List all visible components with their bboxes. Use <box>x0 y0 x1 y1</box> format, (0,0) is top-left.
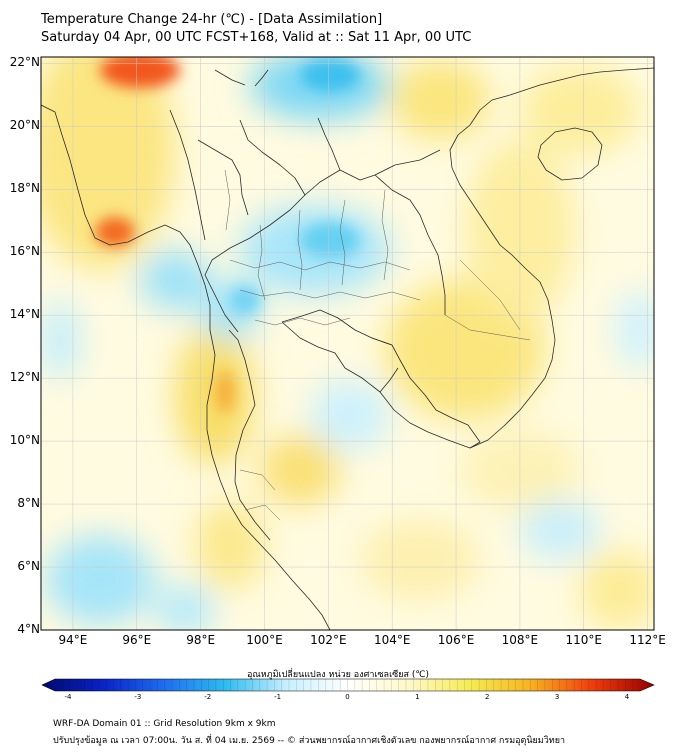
map-title: Temperature Change 24-hr (℃) - [Data Ass… <box>41 12 383 27</box>
lon-label: 98°E <box>186 633 216 647</box>
colorbar-title: อุณหภูมิเปลี่ยนแปลง หน่วย องศาเซลเซียส (… <box>246 670 430 680</box>
lon-label: 112°E <box>629 633 666 647</box>
lon-label: 100°E <box>246 633 283 647</box>
lat-label: 12°N <box>9 370 40 385</box>
temperature-field <box>41 57 654 630</box>
lon-label: 96°E <box>122 633 152 647</box>
lat-label: 6°N <box>17 559 40 574</box>
lat-label: 18°N <box>9 181 40 196</box>
provincial-borders <box>224 169 531 521</box>
lon-label: 94°E <box>58 633 88 647</box>
colorbar-tick-label: -4 <box>64 693 72 701</box>
lon-label: 106°E <box>437 633 475 647</box>
lat-label: 4°N <box>17 622 40 636</box>
map-frame <box>40 56 655 631</box>
lat-label: 10°N <box>9 433 40 448</box>
colorbar-tick-label: 1 <box>415 693 420 701</box>
colorbar <box>41 678 655 692</box>
colorbar-tick-label: 4 <box>624 693 630 701</box>
colorbar-tick-label: 3 <box>554 693 560 701</box>
coastlines-and-borders <box>41 67 654 630</box>
lat-label: 16°N <box>9 244 40 259</box>
colorbar-tick-label: -2 <box>204 693 212 701</box>
lon-label: 102°E <box>310 633 347 647</box>
lat-label: 20°N <box>9 118 40 133</box>
lat-label: 8°N <box>17 496 40 511</box>
colorbar-tick-label: 0 <box>345 693 350 701</box>
lat-label: 22°N <box>9 55 40 70</box>
colorbar-tick-label: 2 <box>485 693 490 701</box>
footer-credit: ปรับปรุงข้อมูล ณ เวลา 07:00น. วัน ส. ที่… <box>53 736 566 746</box>
map-subtitle: Saturday 04 Apr, 00 UTC FCST+168, Valid … <box>41 30 472 45</box>
lat-label: 14°N <box>9 307 40 322</box>
lon-label: 110°E <box>565 633 603 647</box>
footer-model-info: WRF-DA Domain 01 :: Grid Resolution 9km … <box>53 719 276 729</box>
colorbar-tick-label: -1 <box>274 693 282 701</box>
colorbar-tick-label: -3 <box>134 693 142 701</box>
lon-label: 108°E <box>501 633 539 647</box>
lon-label: 104°E <box>373 633 411 647</box>
